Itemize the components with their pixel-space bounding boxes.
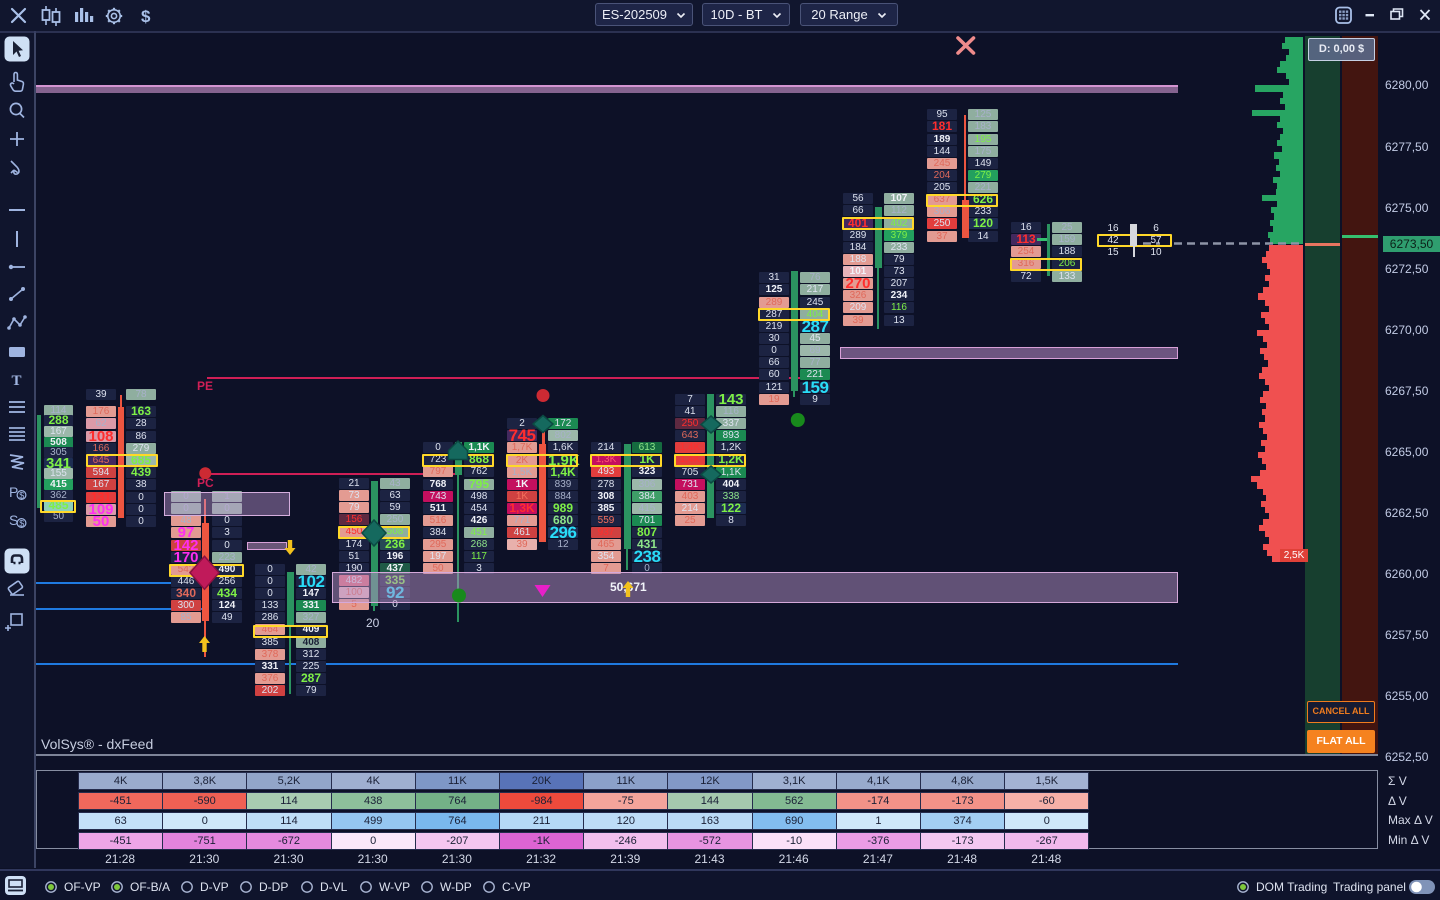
- svg-text:$: $: [141, 7, 151, 26]
- svg-text:W-VP: W-VP: [379, 880, 410, 894]
- svg-text:S: S: [9, 512, 18, 528]
- svg-text:D-VP: D-VP: [200, 880, 229, 894]
- svg-text:$: $: [19, 491, 24, 501]
- svg-text:D-VL: D-VL: [320, 880, 348, 894]
- svg-text:OF-VP: OF-VP: [64, 880, 101, 894]
- svg-text:Trading panel: Trading panel: [1333, 880, 1406, 894]
- svg-text:$: $: [19, 519, 24, 529]
- svg-text:D-DP: D-DP: [259, 880, 288, 894]
- svg-text:W-DP: W-DP: [440, 880, 472, 894]
- svg-text:T: T: [12, 373, 22, 389]
- svg-text:DOM Trading: DOM Trading: [1256, 880, 1327, 894]
- svg-text:OF-B/A: OF-B/A: [130, 880, 170, 894]
- svg-text:P: P: [9, 484, 18, 500]
- svg-text:C-VP: C-VP: [502, 880, 531, 894]
